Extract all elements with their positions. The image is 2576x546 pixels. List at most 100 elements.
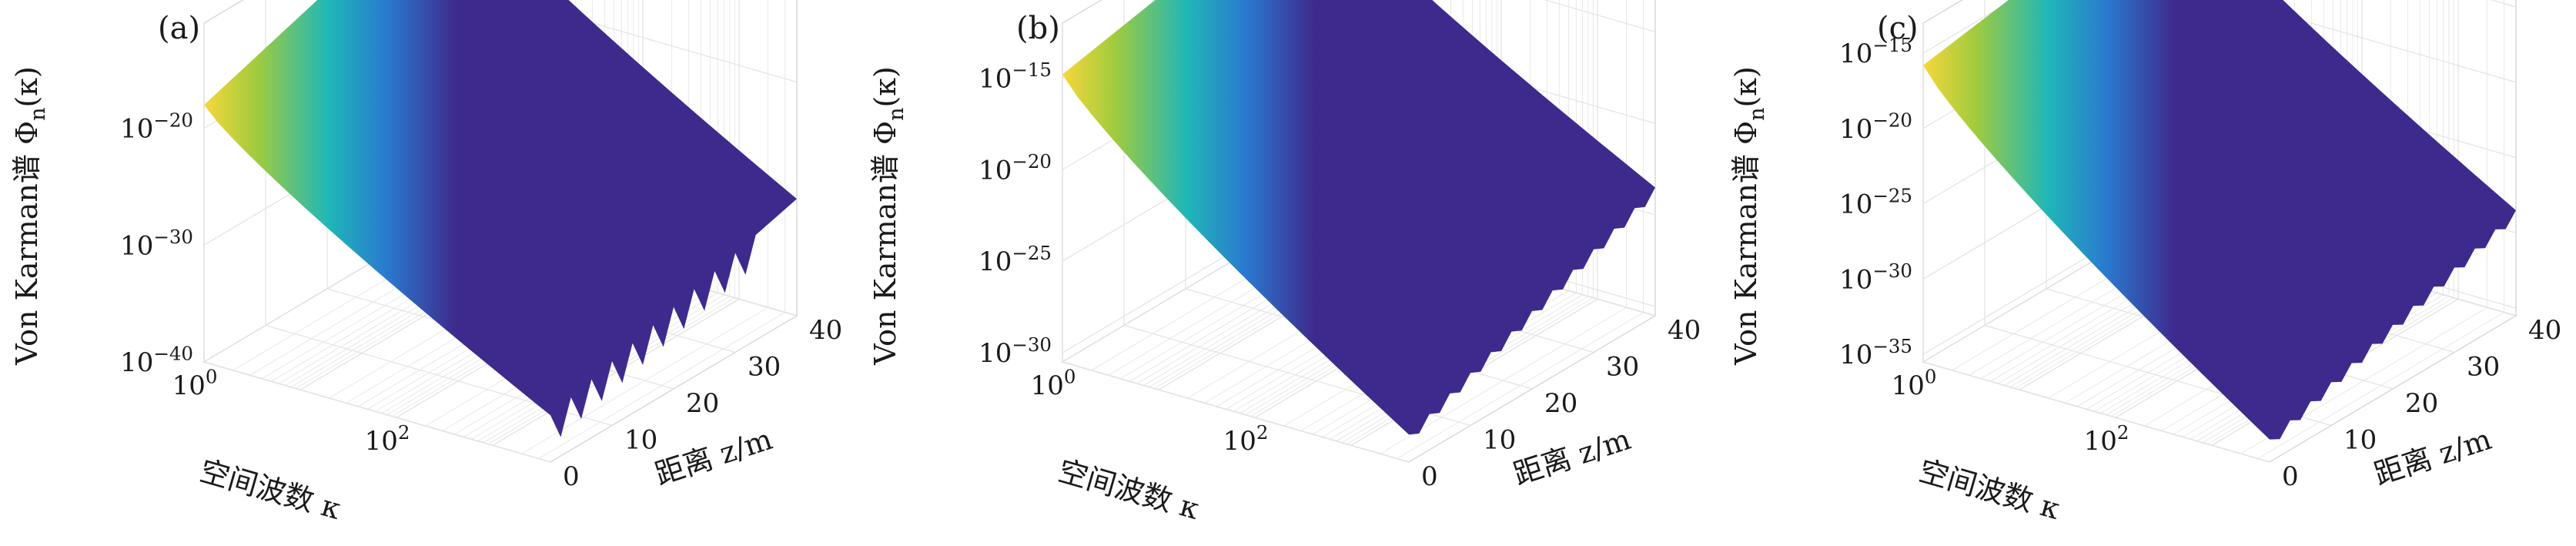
z-tick-label-exponent: −20 (153, 109, 193, 131)
spectrum-axis-title-arg: (κ) (1729, 66, 1763, 107)
kappa-tick-label-exponent: 0 (1064, 366, 1076, 388)
z-tick-label-base: 10 (979, 63, 1012, 94)
kappa-tick-label: 102 (2084, 421, 2129, 457)
distance-axis-title: 距离 z/m (1510, 422, 1635, 491)
spectrum-axis-title-main: Von Karman谱 Φ (10, 121, 44, 366)
distance-tick-label: 20 (1544, 388, 1577, 419)
kappa-tick-label-exponent: 0 (206, 366, 218, 388)
z-tick-label-exponent: −15 (1012, 59, 1052, 81)
distance-tick-label: 0 (563, 461, 580, 492)
kappa-tick-label-base: 10 (1892, 370, 1925, 401)
spectrum-axis-title-arg: (κ) (10, 66, 44, 107)
z-tick-label-exponent: −25 (1012, 242, 1052, 264)
spectrum-axis-title-sub: n (26, 108, 50, 121)
spectrum-axis-title: Von Karman谱 Φn(κ) (1729, 66, 1769, 366)
z-tick-label: 10−20 (120, 109, 193, 144)
z-tick-label-base: 10 (1839, 264, 1872, 295)
z-tick-label-base: 10 (120, 114, 153, 145)
distance-tick-label: 30 (748, 352, 781, 383)
spectrum-axis-title: Von Karman谱 Φn(κ) (10, 66, 50, 366)
kappa-tick-label: 100 (1031, 366, 1076, 401)
kappa-tick-label: 100 (1892, 366, 1937, 401)
distance-axis-title: 距离 z/m (651, 422, 777, 491)
kappa-tick-label-exponent: 0 (1925, 366, 1937, 388)
kappa-tick-label-exponent: 2 (1256, 421, 1269, 444)
z-tick-label: 10−30 (979, 333, 1052, 369)
z-tick-label-base: 10 (120, 347, 153, 378)
z-dist-gridline (203, 23, 551, 463)
distance-tick-label: 30 (1606, 352, 1639, 383)
z-tick-label-exponent: −40 (153, 343, 193, 365)
spectrum-axis-title-sub: n (885, 108, 908, 121)
panel-c: 10−1510−2010−2510−3010−35100102010203040… (1729, 0, 2561, 526)
z-tick-label: 10−40 (120, 343, 193, 378)
spectrum-axis-title-arg: (κ) (868, 66, 902, 107)
distance-tick-label: 0 (1421, 461, 1438, 492)
distance-tick-label: 10 (2343, 425, 2377, 456)
z-tick-label-exponent: −20 (1872, 109, 1912, 132)
z-tick-label-base: 10 (1839, 340, 1872, 370)
z-tick-label: 10−20 (979, 150, 1052, 186)
z-dist-gridline (1062, 23, 1410, 463)
z-dist-gridline (1922, 23, 2270, 463)
z-tick-label: 10−35 (1839, 335, 1912, 370)
z-tick-label: 10−25 (979, 242, 1052, 277)
kappa-tick-label-base: 10 (1223, 426, 1256, 457)
z-tick-label-base: 10 (1839, 189, 1872, 220)
distance-tick-label: 20 (686, 388, 719, 419)
kappa-tick-label-base: 10 (1031, 370, 1064, 401)
distance-tick-label: 20 (2405, 388, 2438, 419)
kappa-tick-label: 102 (1223, 421, 1269, 457)
kappa-tick-label: 102 (365, 421, 410, 457)
panel-label: (a) (158, 11, 200, 46)
z-tick-label: 10−15 (979, 59, 1052, 94)
z-tick-label-exponent: −20 (1012, 150, 1052, 173)
distance-tick-label: 40 (1668, 315, 1701, 346)
distance-tick-label: 0 (2282, 461, 2299, 492)
z-tick-label: 10−15 (1839, 34, 1912, 69)
spectrum-axis-title-main: Von Karman谱 Φ (1729, 121, 1763, 366)
distance-tick-label: 30 (2467, 352, 2500, 383)
spectrum-surface (1923, 0, 2516, 440)
spectrum-surface (1062, 0, 1655, 435)
z-tick-label-exponent: −30 (153, 226, 193, 248)
panel-label: (c) (1877, 11, 1919, 46)
kappa-tick-label: 100 (172, 366, 218, 401)
z-tick-label: 10−20 (1839, 109, 1912, 145)
kappa-tick-label-exponent: 2 (2117, 421, 2129, 444)
kappa-tick-label-base: 10 (365, 426, 398, 457)
z-tick-label-base: 10 (1839, 114, 1872, 145)
distance-axis-title: 距离 z/m (2370, 422, 2496, 491)
panel-label: (b) (1016, 11, 1060, 46)
z-tick-label-exponent: −30 (1012, 333, 1052, 356)
kappa-axis-title: 空间波数 κ (196, 454, 345, 526)
distance-tick-label: 40 (2528, 315, 2561, 346)
z-tick-label-exponent: −25 (1872, 184, 1912, 206)
kappa-tick-label-base: 10 (172, 370, 206, 401)
z-tick-label-exponent: −35 (1872, 335, 1912, 357)
distance-tick-label: 40 (809, 315, 842, 346)
distance-tick-label: 10 (624, 425, 657, 456)
z-tick-label-base: 10 (979, 338, 1012, 369)
spectrum-axis-title: Von Karman谱 Φn(κ) (868, 66, 908, 366)
z-tick-label-base: 10 (979, 246, 1012, 277)
z-tick-label: 10−25 (1839, 184, 1912, 219)
panel-b: 10−1510−2010−2510−30100102010203040空间波数 … (868, 0, 1701, 526)
spectrum-axis-title-main: Von Karman谱 Φ (868, 121, 902, 366)
z-tick-label-base: 10 (120, 230, 153, 261)
z-tick-label-exponent: −15 (1872, 34, 1912, 56)
z-tick-label-base: 10 (979, 155, 1012, 186)
kappa-tick-label-exponent: 2 (398, 421, 410, 444)
z-tick-label: 10−30 (1839, 260, 1912, 295)
distance-tick-label: 10 (1483, 425, 1516, 456)
spectrum-surface (204, 0, 797, 437)
kappa-axis-title: 空间波数 κ (1055, 454, 1203, 526)
z-tick-label-exponent: −30 (1872, 260, 1912, 282)
z-tick-label: 10−30 (120, 226, 193, 261)
kappa-axis-title: 空间波数 κ (1915, 454, 2064, 526)
spectrum-axis-title-sub: n (1745, 108, 1769, 121)
kappa-tick-label-base: 10 (2084, 426, 2117, 457)
z-tick-label-base: 10 (1839, 39, 1872, 69)
